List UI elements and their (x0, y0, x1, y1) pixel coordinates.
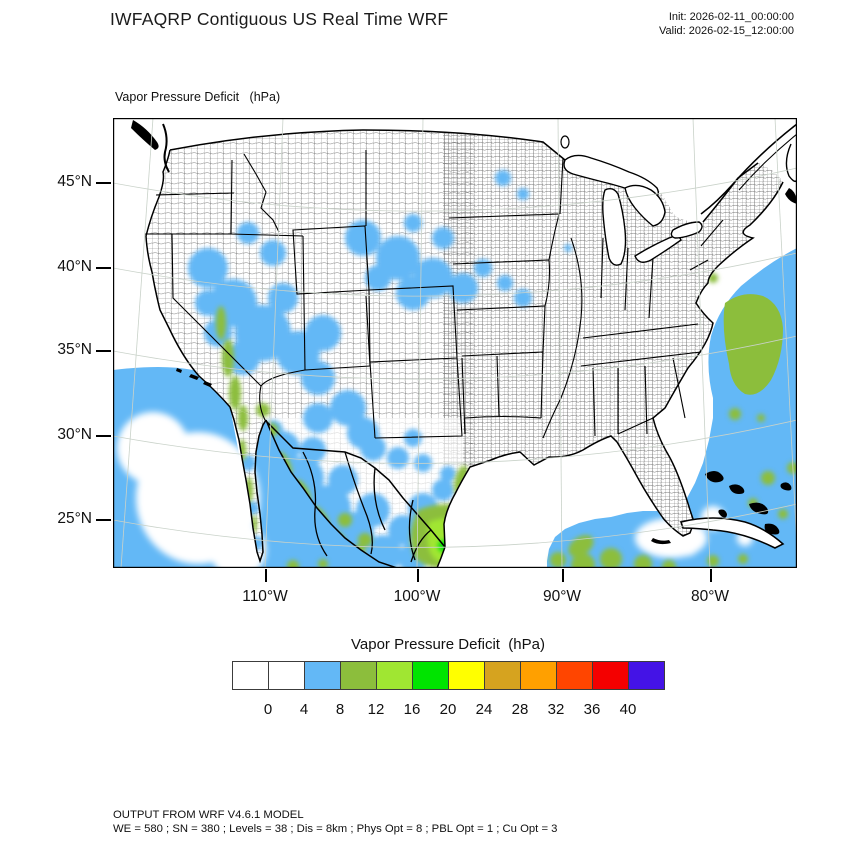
lat-tick-mark (96, 519, 111, 521)
colorbar-tick-label: 4 (299, 701, 309, 718)
colorbar-cell (628, 661, 665, 690)
lon-tick-mark (417, 569, 419, 582)
colorbar-tick-label: 24 (475, 701, 493, 718)
colorbar-cell (592, 661, 629, 690)
map-border (113, 118, 797, 568)
islands (176, 368, 792, 549)
colorbar-cell (556, 661, 593, 690)
valid-time: Valid: 2026-02-15_12:00:00 (659, 25, 794, 37)
colorbar-tick-label: 8 (335, 701, 345, 718)
model-info-line1: OUTPUT FROM WRF V4.6.1 MODEL (113, 809, 304, 821)
colorbar-cell (304, 661, 341, 690)
lon-tick-label: 110°W (242, 588, 288, 605)
colorbar-tick-label: 0 (263, 701, 273, 718)
colorbar-cell (412, 661, 449, 690)
colorbar-tick-label: 16 (403, 701, 421, 718)
colorbar-cell (376, 661, 413, 690)
colorbar-title: Vapor Pressure Deficit (hPa) (351, 636, 545, 653)
lon-tick-mark (710, 569, 712, 582)
lon-tick-label: 80°W (690, 588, 730, 605)
colorbar-cell (232, 661, 269, 690)
map-canvas (113, 118, 797, 568)
canada-features (131, 120, 797, 215)
lat-tick-mark (96, 350, 111, 352)
lat-tick-label: 45°N (57, 173, 92, 190)
lon-tick-mark (562, 569, 564, 582)
field-title: Vapor Pressure Deficit (hPa) (115, 90, 281, 104)
colorbar-tick-label: 28 (511, 701, 529, 718)
colorbar-tick-label: 36 (583, 701, 601, 718)
graticule (113, 118, 797, 568)
colorbar-tick-label: 40 (619, 701, 637, 718)
model-info: OUTPUT FROM WRF V4.6.1 MODEL WE = 580 ; … (113, 809, 557, 836)
colorbar-cell (268, 661, 305, 690)
colorbar-cell (520, 661, 557, 690)
run-info: Init: 2026-02-11_00:00:00 Valid: 2026-02… (659, 10, 794, 38)
mexico-state-borders (302, 451, 432, 563)
coastlines (145, 129, 784, 568)
wrf-map-svg (113, 118, 797, 568)
lat-tick-label: 35°N (57, 341, 92, 358)
init-time: Init: 2026-02-11_00:00:00 (668, 11, 794, 23)
colorbar-tick-label: 32 (547, 701, 565, 718)
colorbar (232, 661, 665, 690)
colorbar-tick-labels: 0 4 8 12 16 20 24 28 32 36 40 (232, 701, 665, 719)
lat-tick-mark (96, 267, 111, 269)
lon-tick-label: 90°W (542, 588, 582, 605)
lat-tick-mark (96, 435, 111, 437)
lat-tick-label: 40°N (57, 258, 92, 275)
colorbar-cell (484, 661, 521, 690)
lon-tick-mark (265, 569, 267, 582)
great-lakes (563, 154, 703, 266)
lon-tick-label: 100°W (393, 588, 441, 605)
lat-tick-label: 25°N (57, 510, 92, 527)
colorbar-cell (448, 661, 485, 690)
model-info-line2: WE = 580 ; SN = 380 ; Levels = 38 ; Dis … (113, 822, 558, 835)
lat-tick-label: 30°N (57, 426, 92, 443)
lat-tick-mark (96, 182, 111, 184)
colorbar-tick-label: 12 (367, 701, 385, 718)
state-borders (145, 150, 724, 439)
plot-title: IWFAQRP Contiguous US Real Time WRF (110, 9, 449, 29)
colorbar-tick-label: 20 (439, 701, 457, 718)
colorbar-cell (340, 661, 377, 690)
